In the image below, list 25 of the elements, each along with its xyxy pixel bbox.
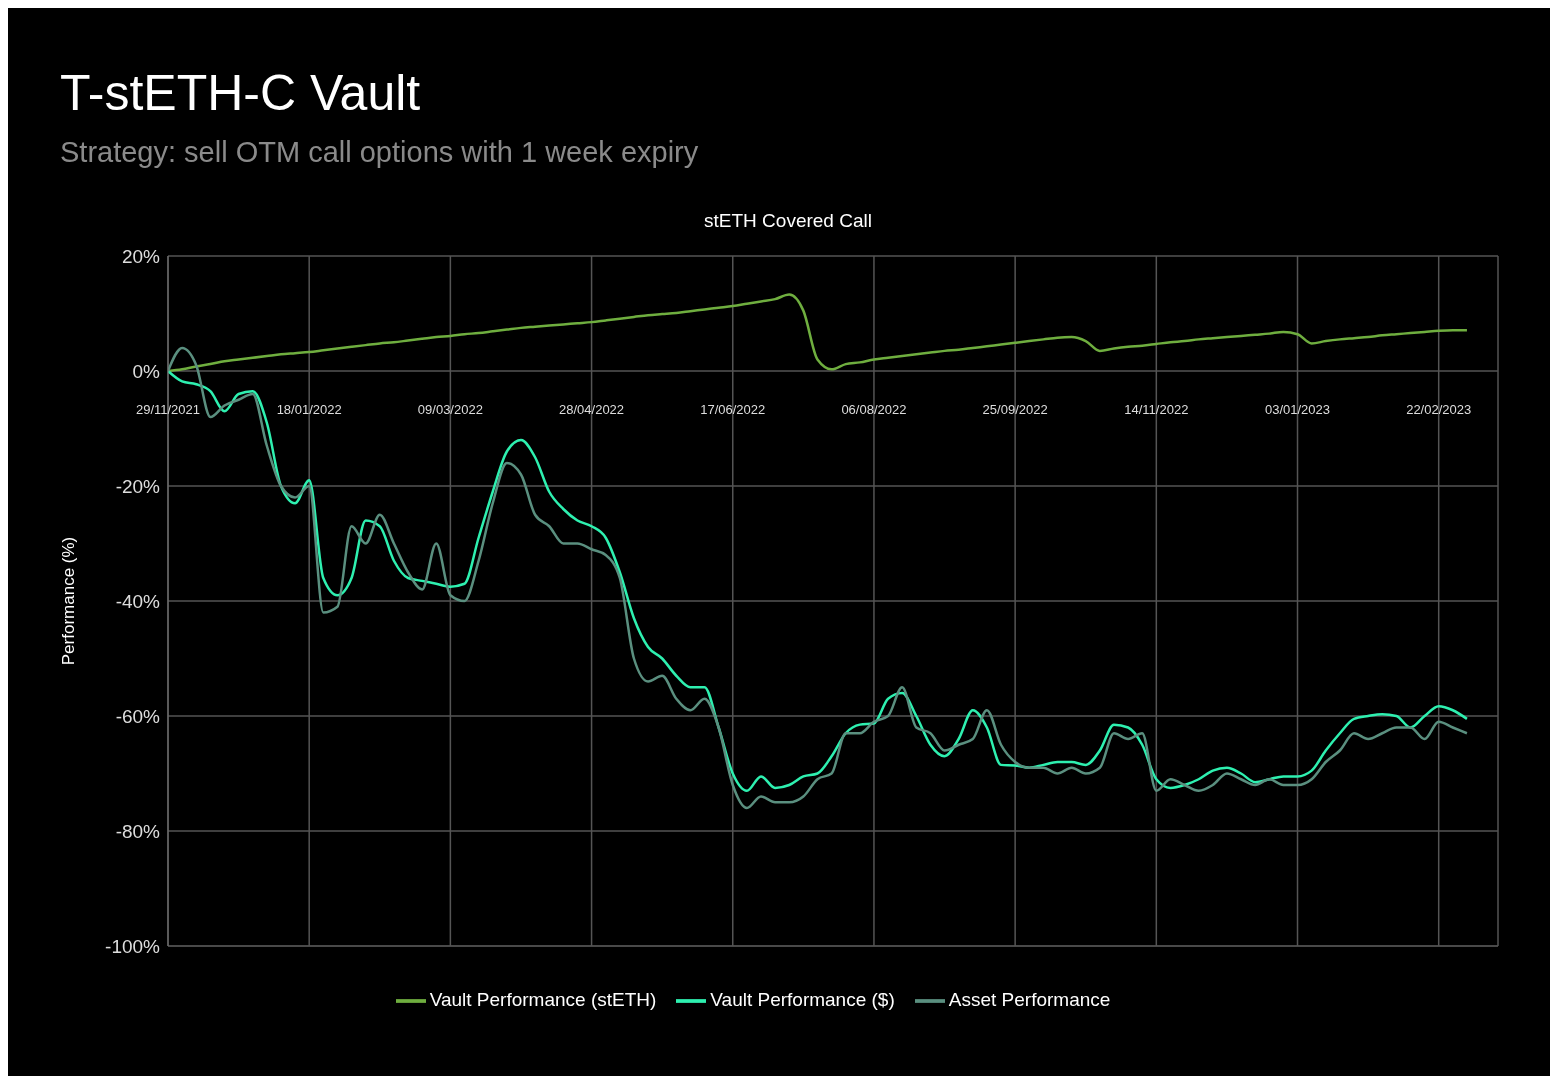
- x-tick-label: 03/01/2023: [1264, 402, 1331, 418]
- chart-title: T-stETH-C Vault: [60, 64, 421, 122]
- x-tick-label: 09/03/2022: [417, 402, 483, 418]
- y-tick-label: 20%: [121, 245, 161, 267]
- y-tick-label: 0%: [132, 360, 161, 382]
- legend-label: Vault Performance ($): [710, 989, 895, 1011]
- x-tick-label: 14/11/2022: [1124, 402, 1189, 418]
- x-tick-label: 17/06/2022: [700, 402, 766, 418]
- x-tick-label: 06/08/2022: [841, 402, 907, 418]
- y-tick-label: -80%: [115, 820, 161, 842]
- y-tick-label: -100%: [105, 935, 161, 957]
- line-series: [168, 293, 1469, 373]
- x-tick-label: 29/11/2021: [135, 402, 201, 418]
- y-tick-label: -40%: [115, 590, 161, 612]
- x-tick-label: 25/09/2022: [982, 402, 1048, 418]
- legend-label: Vault Performance (stETH): [429, 989, 657, 1011]
- y-tick-label: -60%: [115, 705, 161, 727]
- x-tick-label: 28/04/2022: [559, 402, 625, 418]
- x-tick-label: 22/02/2023: [1406, 402, 1472, 418]
- y-tick-label: -20%: [115, 475, 161, 497]
- chart-subtitle: Strategy: sell OTM call options with 1 week expiry: [60, 136, 699, 169]
- x-tick-label: 18/01/2022: [276, 402, 342, 418]
- text: stETH Covered Call: [703, 210, 873, 232]
- legend-label: Asset Performance: [948, 989, 1111, 1011]
- y-axis-title: Performance (%): [59, 536, 79, 666]
